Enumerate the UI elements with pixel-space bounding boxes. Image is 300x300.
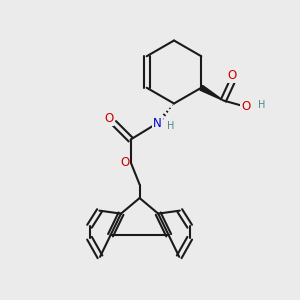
Text: O: O — [241, 100, 250, 113]
Text: O: O — [120, 155, 129, 169]
Text: N: N — [153, 116, 162, 130]
Text: H: H — [167, 121, 174, 131]
Text: O: O — [228, 69, 237, 82]
Text: O: O — [104, 112, 113, 125]
Text: H: H — [258, 100, 265, 110]
Polygon shape — [200, 85, 224, 100]
